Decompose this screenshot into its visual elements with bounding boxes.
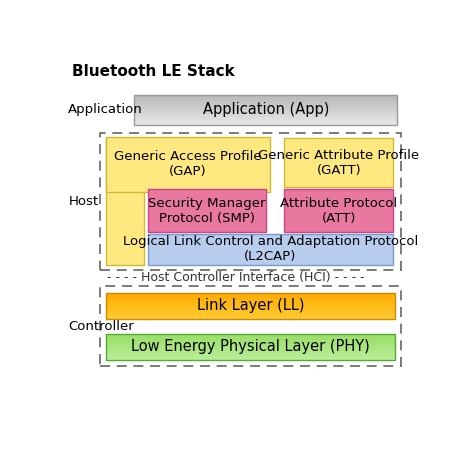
Text: Logical Link Control and Adaptation Protocol
(L2CAP): Logical Link Control and Adaptation Prot…	[123, 236, 418, 264]
Text: Security Manager
Protocol (SMP): Security Manager Protocol (SMP)	[148, 197, 266, 225]
FancyBboxPatch shape	[284, 189, 393, 232]
FancyBboxPatch shape	[106, 138, 144, 266]
Text: Application: Application	[68, 103, 143, 117]
Text: Controller: Controller	[68, 319, 134, 333]
FancyBboxPatch shape	[106, 137, 270, 192]
Text: Application (App): Application (App)	[202, 102, 329, 117]
Text: Attribute Protocol
(ATT): Attribute Protocol (ATT)	[280, 197, 397, 225]
FancyBboxPatch shape	[148, 189, 266, 232]
Text: Link Layer (LL): Link Layer (LL)	[197, 298, 304, 313]
Text: - - - - Host Controller Interface (HCI) - - - -: - - - - Host Controller Interface (HCI) …	[107, 272, 365, 284]
Text: Low Energy Physical Layer (PHY): Low Energy Physical Layer (PHY)	[131, 339, 370, 355]
Text: Host: Host	[68, 195, 99, 208]
Text: Generic Access Profile
(GAP): Generic Access Profile (GAP)	[114, 150, 262, 178]
Text: Generic Attribute Profile
(GATT): Generic Attribute Profile (GATT)	[259, 148, 420, 177]
FancyBboxPatch shape	[284, 138, 393, 187]
FancyBboxPatch shape	[148, 234, 393, 266]
Text: Bluetooth LE Stack: Bluetooth LE Stack	[72, 64, 235, 79]
